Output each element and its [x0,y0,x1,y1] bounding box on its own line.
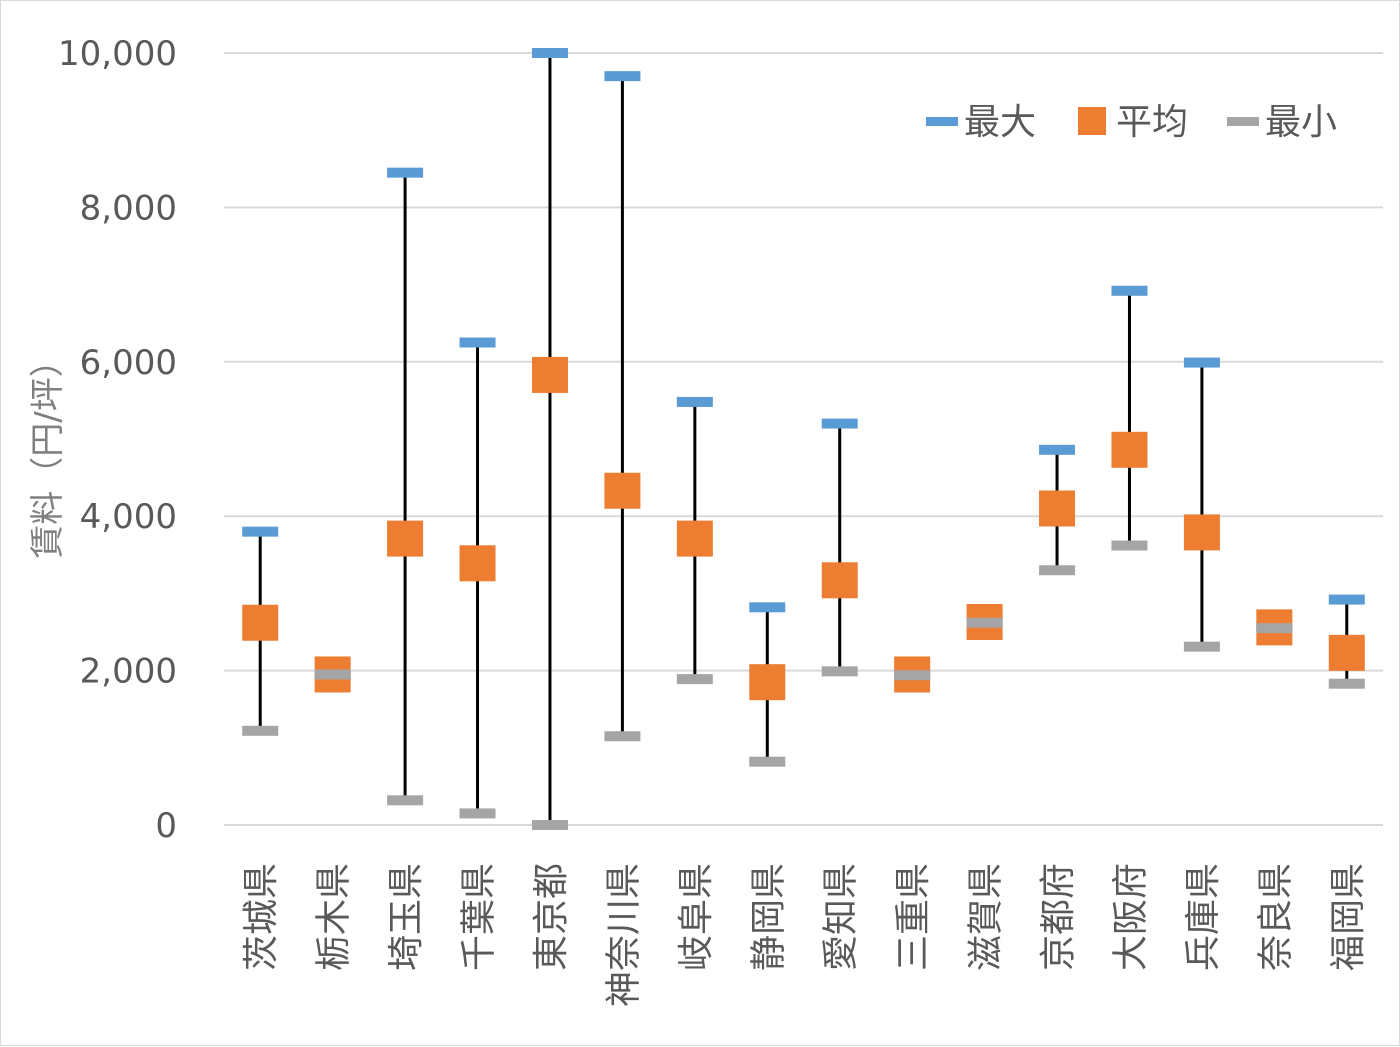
min-marker [1183,641,1220,652]
average-marker [676,520,713,557]
category-label: 神奈川県 [603,863,644,1007]
legend-label: 平均 [1116,102,1188,143]
max-marker [1111,285,1148,296]
min-marker [314,669,351,680]
max-marker [531,48,568,58]
average-marker [459,545,496,582]
min-marker [966,617,1003,628]
y-tick-label: 2,000 [80,652,177,692]
max-marker [1039,444,1076,455]
legend-swatch-icon [926,117,958,126]
category-label: 京都府 [1038,863,1079,971]
y-tick-label: 6,000 [80,343,177,383]
max-marker [242,526,279,537]
min-marker [1111,540,1148,551]
min-marker [242,725,279,736]
min-marker [676,674,713,685]
legend-label: 最大 [964,102,1036,143]
gridlines [224,52,1383,826]
legend[interactable]: 最大 平均 最小 [926,102,1337,143]
average-marker [821,562,858,599]
max-marker [749,602,786,613]
min-marker [531,820,568,830]
data-markers [242,48,1365,830]
category-label: 福岡県 [1328,863,1369,971]
min-marker [459,808,496,819]
category-label: 大阪府 [1110,863,1151,971]
min-marker [1256,623,1293,634]
y-tick-label: 10,000 [58,34,177,74]
y-tick-label: 4,000 [80,497,177,537]
max-marker [1328,594,1365,605]
y-axis-title: 賃料（円/坪） [28,343,68,558]
category-label: 奈良県 [1255,863,1296,971]
legend-item[interactable]: 最大 [926,102,1036,143]
legend-label: 最小 [1265,102,1337,143]
average-marker [1183,514,1220,551]
category-label: 静岡県 [748,863,789,971]
y-tick-label: 0 [155,806,177,846]
average-marker [387,520,424,557]
min-marker [1328,678,1365,689]
min-marker [821,666,858,677]
max-marker [459,337,496,348]
max-marker [676,396,713,407]
category-label: 千葉県 [459,863,500,971]
category-label: 埼玉県 [386,863,427,971]
y-tick-label: 8,000 [80,188,177,228]
max-marker [1183,357,1220,368]
min-marker [749,756,786,767]
category-label: 三重県 [893,863,934,971]
average-marker [1111,431,1148,468]
average-marker [242,604,279,641]
average-marker [531,356,568,393]
category-label: 愛知県 [821,863,862,971]
category-label: 茨城県 [241,863,282,971]
category-label: 滋賀県 [966,863,1007,971]
min-marker [1039,565,1076,576]
min-marker [894,670,931,681]
legend-item[interactable]: 最小 [1227,102,1337,143]
y-axis-ticks: 0 2,000 4,000 6,000 8,000 10,000 [58,34,177,846]
max-marker [604,71,641,82]
legend-swatch-icon [1078,107,1106,135]
hilo-lines [258,53,1349,825]
average-marker [1328,634,1365,671]
category-labels: 茨城県 栃木県 埼玉県 千葉県 東京都 神奈川県 岐阜県 静岡県 愛知県 三重県 滋賀県 京都府 大阪府… [241,863,1369,1007]
category-label: 岐阜県 [676,863,717,971]
average-marker [1039,490,1076,527]
category-label: 兵庫県 [1183,863,1224,971]
category-label: 東京都 [531,863,572,971]
average-marker [604,472,641,509]
average-marker [749,664,786,701]
max-marker [387,167,424,178]
min-marker [604,731,641,742]
max-marker [821,418,858,429]
category-label: 栃木県 [314,863,355,971]
min-marker [387,795,424,806]
legend-swatch-icon [1227,117,1259,126]
legend-item[interactable]: 平均 [1078,102,1188,143]
